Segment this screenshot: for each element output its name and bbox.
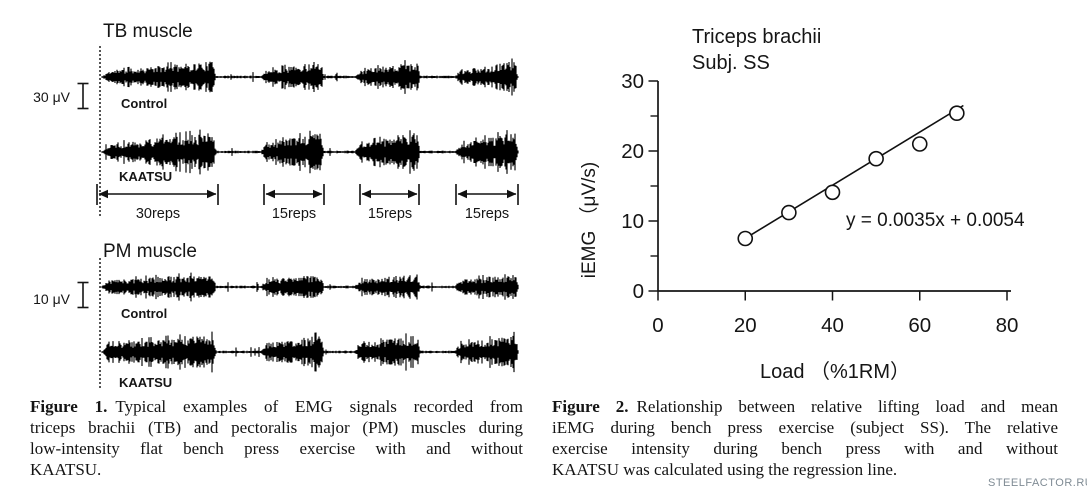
tb-control-label: Control bbox=[121, 96, 168, 111]
data-point bbox=[868, 150, 884, 167]
data-point bbox=[824, 184, 841, 201]
arrowhead-left bbox=[98, 189, 108, 199]
tb-trace-start-dotted-line bbox=[99, 46, 101, 216]
y-tick-label: 20 bbox=[621, 140, 644, 163]
pm-control-label: Control bbox=[121, 306, 168, 321]
x-tick-label: 0 bbox=[652, 314, 663, 337]
figure1-caption-line: KAATSU. bbox=[30, 460, 102, 479]
emg-trace-tb-kaatsu bbox=[101, 129, 519, 175]
tb-scale-bar bbox=[77, 82, 89, 110]
pm-scale-bar bbox=[77, 281, 89, 309]
pm-panel-title: PM muscle bbox=[103, 241, 197, 262]
arrowhead-right bbox=[507, 189, 517, 199]
figure2-caption-line: exercise intensity during bench press wi… bbox=[552, 439, 1058, 458]
rep-label-2: 15reps bbox=[271, 206, 317, 222]
arrowhead-left bbox=[361, 189, 371, 199]
x-tick-label: 80 bbox=[996, 314, 1019, 337]
figure2-caption-text: Relationship between relative lifting lo… bbox=[636, 397, 1058, 416]
emg-trace-tb-control bbox=[101, 58, 519, 96]
arrowhead-right bbox=[313, 189, 323, 199]
emg-waveform bbox=[101, 58, 519, 96]
tb-scale-label: 30 μV bbox=[33, 89, 70, 105]
rep-arrow-2 bbox=[263, 184, 325, 205]
figure1-caption-text: Typical examples of EMG signals recorded… bbox=[115, 397, 523, 416]
tb-panel-title: TB muscle bbox=[103, 21, 193, 42]
rep-label-4: 15reps bbox=[464, 206, 510, 222]
figure1-caption: Figure 1. Typical examples of EMG signals… bbox=[30, 396, 523, 480]
figure1-caption-line: low-intensity flat bench press exercise … bbox=[30, 439, 523, 458]
data-point bbox=[911, 136, 928, 152]
regression-equation: y = 0.0035x + 0.0054 bbox=[846, 210, 1025, 231]
rep-interval-arrows bbox=[96, 184, 519, 205]
x-tick-label: 20 bbox=[734, 314, 757, 337]
emg-trace-pm-kaatsu bbox=[101, 331, 519, 373]
rep-arrow-1 bbox=[96, 184, 219, 205]
rep-label-3: 15reps bbox=[367, 206, 413, 222]
data-point bbox=[949, 105, 965, 121]
scatter-plot: 0 10 20 30 0 20 40 60 80 bbox=[621, 70, 1019, 337]
emg-trace-pm-control bbox=[101, 272, 519, 302]
figure2-caption-line: Figure 2. Relationship between relative l… bbox=[552, 396, 1058, 417]
figure2-caption-line: KAATSU was calculated using the regressi… bbox=[552, 460, 898, 479]
pm-trace-start-dotted-line bbox=[99, 258, 101, 388]
figure2-caption-line: iEMG during bench press exercise (subjec… bbox=[552, 418, 1058, 437]
x-tick-label: 60 bbox=[908, 314, 931, 337]
rep-arrow-3 bbox=[359, 184, 420, 205]
tb-kaatsu-label: KAATSU bbox=[119, 169, 173, 184]
x-tick-label: 40 bbox=[821, 314, 844, 337]
data-point bbox=[737, 230, 754, 247]
figure1-caption-line: triceps brachii (TB) and pectoralis majo… bbox=[30, 418, 523, 437]
figure1-caption-line: Figure 1. Typical examples of EMG signals… bbox=[30, 396, 523, 417]
arrowhead-right bbox=[207, 189, 217, 199]
arrowhead-left bbox=[457, 189, 467, 199]
figure1-caption-label: Figure 1. bbox=[30, 397, 108, 416]
rep-label-1: 30reps bbox=[135, 206, 181, 222]
data-point bbox=[781, 204, 797, 221]
figure2-caption: Figure 2. Relationship between relative l… bbox=[552, 396, 1058, 480]
pm-scale-label: 10 μV bbox=[33, 291, 70, 307]
x-axis-label: Load （%1RM） bbox=[759, 361, 911, 383]
watermark: STEELFACTOR.RU bbox=[988, 477, 1087, 489]
emg-waveform bbox=[101, 272, 519, 302]
figure2-caption-label: Figure 2. bbox=[552, 397, 629, 416]
arrowhead-right bbox=[408, 189, 418, 199]
emg-waveform bbox=[101, 331, 519, 373]
pm-kaatsu-label: KAATSU bbox=[119, 375, 173, 390]
chart-subtitle: Subj. SS bbox=[692, 52, 770, 74]
y-tick-label: 30 bbox=[621, 70, 644, 93]
y-tick-label: 10 bbox=[621, 210, 644, 233]
chart-title: Triceps brachii bbox=[692, 26, 822, 48]
y-tick-label: 0 bbox=[633, 280, 644, 303]
arrowhead-left bbox=[265, 189, 275, 199]
emg-waveform bbox=[101, 129, 519, 175]
rep-arrow-4 bbox=[455, 184, 519, 205]
